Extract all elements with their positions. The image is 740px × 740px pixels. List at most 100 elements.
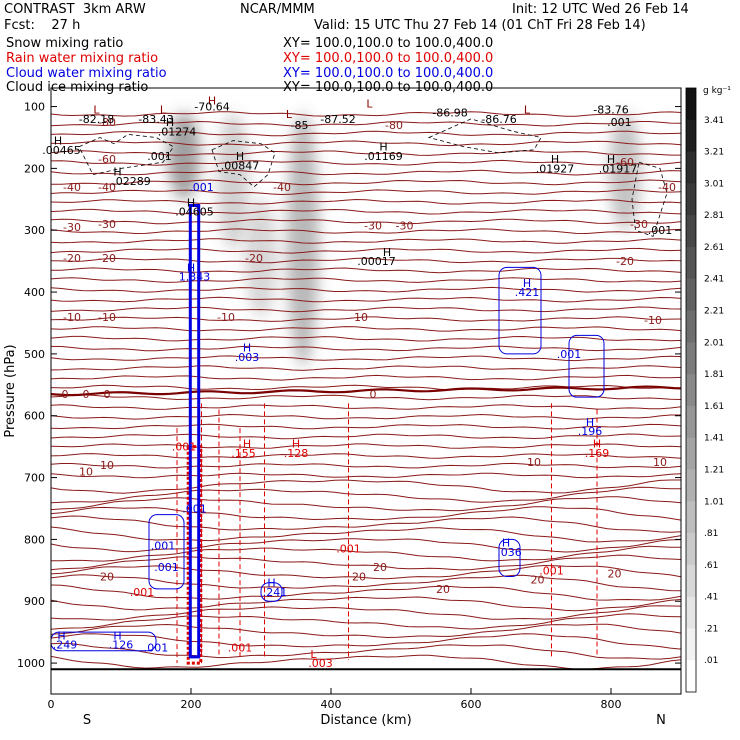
isotherm-label: -40 [63,181,81,194]
temperature-isotherm [50,515,682,533]
isotherm-label: -10 [217,311,235,324]
colorbar-level-label: 2.61 [704,243,724,253]
extremum-label: -86.76 [481,113,516,126]
y-tick-label: 400 [24,286,45,299]
temperature-isotherm [50,506,682,521]
colorbar-cell [686,151,696,184]
extremum-label: L [366,97,373,110]
y-tick-label: 200 [24,162,45,175]
temperature-isotherm [50,564,682,580]
temperature-isotherm [50,433,682,440]
colorbar-cell [686,564,696,598]
colorbar-frame [685,87,697,693]
extremum-label: L [310,648,317,661]
temperature-isotherm [50,335,682,342]
extremum-label: L [286,108,293,121]
isotherm-label: -60 [98,153,116,166]
temperature-contours [50,111,682,670]
colorbar-cell [686,374,696,407]
colorbar-level-label: 2.81 [704,211,724,221]
temperature-isotherm [50,462,682,469]
extremum-label: H [187,196,195,209]
temperature-isotherm [50,384,682,391]
temperature-isotherm [51,545,681,562]
temperature-isotherm [50,326,682,332]
colorbar-level-label: .21 [704,624,718,634]
temperature-isotherm [50,486,681,504]
colorbar-level-label: 2.01 [704,338,724,348]
extremum-label: .001 [539,564,564,577]
colorbar-cell [686,183,696,216]
temperature-isotherm [51,179,682,186]
valid-time: Valid: 15 UTC Thu 27 Feb 14 (01 ChT Fri … [314,18,646,33]
extremum-label: H [113,629,121,642]
x-tick-label: 600 [461,698,482,711]
snow-shading-0 [168,112,200,200]
colorbar-cell [686,660,696,693]
extremum-label: -87.52 [320,113,355,126]
temperature-isotherm [50,267,682,274]
colorbar-cell [686,437,696,470]
y-tick-label: 100 [24,101,45,114]
extremum-label: .01917 [599,162,638,175]
colorbar-level-label: .81 [704,529,718,539]
colorbar-cell [686,215,696,248]
temperature-isotherm [50,316,682,322]
extremum-label: H [54,135,62,148]
cloud-water-core [188,203,201,659]
colorbar-level-label: 3.41 [704,116,724,126]
temperature-isotherm [50,613,682,630]
model-title: CONTRAST 3km ARW [4,2,146,17]
extremum-label: .001 [151,540,176,553]
colorbar-level-label: 1.81 [704,370,724,380]
isotherm-label: -40 [98,181,116,194]
cloud-water-contour-0 [498,266,542,355]
isotherm-label: -30 [63,221,81,234]
isotherm-label: 0 [62,388,69,401]
isotherm-label: -80 [98,116,116,129]
cloud-water-contour-2 [148,514,185,590]
contour-labels: -80 -60 -40 -30 -20 -10 0 10 20 -80 -60 -40 -40 -40 -3… [42,94,676,670]
extremum-label: .001 [189,181,214,194]
extremum-label: .00465 [42,144,81,157]
isotherm-label: -30 [630,218,648,231]
y-tick-label: 800 [24,533,45,546]
extremum-label: H [243,342,251,355]
isotherm-label: 10 [653,456,667,469]
extremum-label: .001 [182,502,207,515]
field-cloudwater-xy: XY= 100.0,100.0 to 100.0,400.0 [283,66,494,81]
temperature-isotherm [50,374,682,381]
isotherm-label: -30 [98,218,116,231]
temperature-isotherm [50,423,682,430]
extremum-label: L [93,104,100,117]
temperature-isotherm [50,218,682,225]
extremum-label: H [187,261,195,274]
y-tick-label: 500 [24,348,45,361]
isotherm-label: -20 [616,255,634,268]
temperature-isotherm [50,277,682,283]
colorbar: 3.41 3.21 3.01 2.81 2.61 2.41 2.21 2.01 1.81 1.61… [685,86,731,693]
isotherm-label: 10 [100,459,114,472]
colorbar-cell [686,596,696,629]
extremum-label: H [57,629,65,642]
extremum-label: H [267,577,275,590]
temperature-isotherm [50,394,682,401]
temperature-isotherm [50,198,682,205]
rain-core [186,445,203,665]
extremum-label: H [166,116,174,129]
extremum-label: H [113,165,121,178]
colorbar-cell [686,88,696,121]
temperature-isotherm [50,479,681,494]
extremum-label: H [523,277,531,290]
plot-frame [50,87,682,695]
colorbar-cell [686,119,696,153]
temperature-isotherm [50,365,682,371]
temperature-isotherm [50,140,682,147]
isotherm-label: -40 [273,181,291,194]
extremum-label: H [593,438,601,451]
extremum-label: .01927 [536,162,575,175]
field-snow-name: Snow mixing ratio [6,36,124,51]
temperature-isotherm [50,257,682,264]
colorbar-level-label: 1.41 [704,434,724,444]
isotherm-label: 0 [83,388,90,401]
